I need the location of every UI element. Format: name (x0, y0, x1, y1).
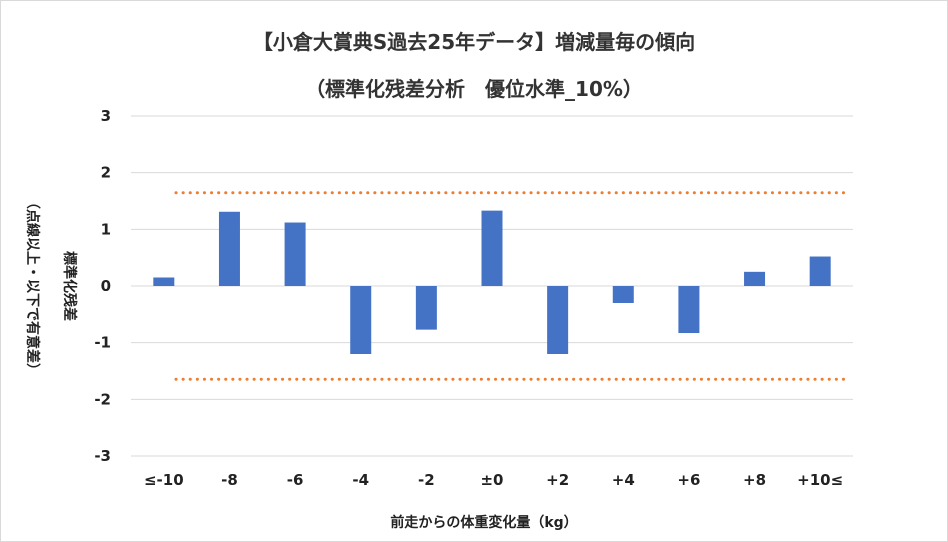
bar (481, 210, 503, 286)
x-tick-label: -6 (287, 471, 304, 489)
y-axis-note: （点線以上・以下で有意差） (24, 195, 41, 377)
x-tick-label: ≤-10 (144, 471, 184, 489)
y-tick-label: -1 (94, 334, 111, 352)
y-tick-label: 3 (101, 107, 111, 125)
x-tick-labels: ≤-10 -8 -6 -4 -2 ±0 +2 +4 +6 +8 +10≤ (144, 471, 843, 489)
bars (153, 210, 831, 354)
bar (612, 286, 634, 303)
bar (284, 222, 306, 286)
x-tick-label: +10≤ (797, 471, 843, 489)
bar (218, 211, 240, 286)
chart-title-line-1: 【小倉大賞典S過去25年データ】増減量毎の傾向 (253, 30, 695, 54)
chart-title-line-2: （標準化残差分析 優位水準_10%） (305, 77, 643, 101)
y-tick-label: 0 (101, 277, 111, 295)
y-tick-label: 2 (101, 164, 111, 182)
x-tick-label: -2 (418, 471, 435, 489)
bar (153, 277, 175, 286)
y-tick-label: -3 (94, 447, 111, 465)
y-tick-label: 1 (101, 220, 111, 238)
x-tick-label: +4 (612, 471, 635, 489)
bar (350, 286, 372, 354)
x-tick-label: +8 (743, 471, 766, 489)
bar (547, 286, 569, 354)
bar (678, 286, 700, 334)
bar (415, 286, 437, 330)
x-axis-title: 前走からの体重変化量（kg） (390, 514, 577, 531)
y-tick-labels: -3 -2 -1 0 1 2 3 (94, 107, 111, 465)
y-axis-title: 標準化残差 (61, 251, 78, 321)
x-tick-label: +2 (546, 471, 569, 489)
bar (809, 256, 831, 286)
x-tick-label: -8 (221, 471, 238, 489)
x-tick-label: +6 (677, 471, 700, 489)
x-tick-label: ±0 (480, 471, 503, 489)
significance-lines (174, 191, 850, 381)
chart-title: 【小倉大賞典S過去25年データ】増減量毎の傾向 （標準化残差分析 優位水準_10… (253, 30, 695, 101)
y-tick-label: -2 (94, 390, 111, 408)
x-tick-label: -4 (352, 471, 369, 489)
bar (744, 271, 766, 286)
